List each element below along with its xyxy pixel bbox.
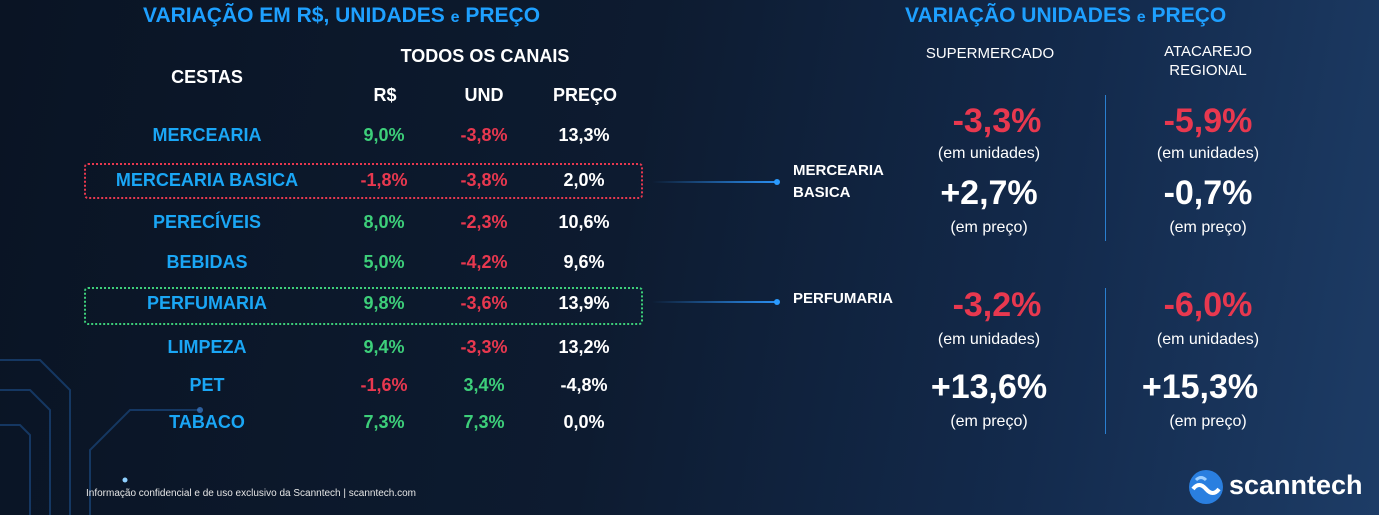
column-separator	[1105, 95, 1106, 241]
circuit-decoration	[0, 359, 203, 515]
category-label: BEBIDAS	[166, 252, 248, 272]
col-header-atacarejo-line1: ATACAREJO	[1164, 43, 1252, 60]
category-label: PERECÍVEIS	[152, 212, 262, 232]
connector-dot	[774, 299, 780, 305]
units-caption: (em unidades)	[1156, 331, 1260, 348]
col-header-atacarejo-line2: REGIONAL	[1169, 62, 1247, 79]
category-label: MERCEARIA BASICA	[115, 170, 299, 190]
col-header-rs: R$	[373, 85, 397, 105]
price-caption: (em preço)	[1169, 219, 1247, 236]
left-title: VARIAÇÃO EM R$, UNIDADES e PREÇO	[143, 4, 541, 27]
right-title: VARIAÇÃO UNIDADES e PREÇO	[905, 4, 1227, 27]
scanntech-logo-icon	[1189, 470, 1223, 504]
group-label-mercearia-basica: MERCEARIA BASICA	[793, 160, 884, 204]
highlight-box-perfumaria	[84, 287, 643, 325]
ataca-units-value: -6,0%	[1163, 286, 1253, 324]
rs-value: 8,0%	[363, 212, 405, 232]
und-value: 7,3%	[463, 412, 505, 432]
rs-value: 9,8%	[363, 293, 405, 313]
price-caption: (em preço)	[1169, 413, 1247, 430]
category-label: PERFUMARIA	[147, 293, 267, 313]
footer-disclaimer: Informação confidencial e de uso exclusi…	[86, 488, 417, 499]
und-value: -3,6%	[460, 293, 508, 313]
preco-value: 13,9%	[558, 293, 610, 313]
connector-line	[652, 181, 776, 183]
category-label: LIMPEZA	[167, 337, 247, 357]
rs-value: 7,3%	[363, 412, 405, 432]
preco-value: 0,0%	[563, 412, 605, 432]
super-units-value: -3,2%	[952, 286, 1042, 324]
und-value: -4,2%	[460, 252, 508, 272]
group-label-line2: BASICA	[793, 184, 851, 201]
und-value: -2,3%	[460, 212, 508, 232]
category-label: PET	[189, 375, 225, 395]
ataca-price-value: -0,7%	[1163, 174, 1253, 212]
rs-value: -1,8%	[360, 170, 408, 190]
und-value: -3,8%	[460, 125, 508, 145]
units-caption: (em unidades)	[937, 331, 1041, 348]
logo-text: scanntech	[1229, 470, 1363, 500]
rs-value: 5,0%	[363, 252, 405, 272]
preco-value: 13,2%	[558, 337, 610, 357]
highlight-box-mercearia-basica	[84, 163, 643, 199]
col-header-supermercado: SUPERMERCADO	[925, 45, 1055, 62]
ataca-units-value: -5,9%	[1163, 102, 1253, 140]
super-price-value: +2,7%	[940, 174, 1038, 212]
super-price-value: +13,6%	[930, 368, 1048, 406]
super-units-value: -3,3%	[952, 102, 1042, 140]
und-value: -3,3%	[460, 337, 508, 357]
group-label-perfumaria: PERFUMARIA	[793, 290, 893, 307]
category-label: MERCEARIA	[152, 125, 262, 145]
category-label: TABACO	[169, 412, 245, 432]
preco-value: 9,6%	[563, 252, 605, 272]
group-header: TODOS OS CANAIS	[400, 46, 570, 66]
preco-value: 13,3%	[558, 125, 610, 145]
col-header-und: UND	[464, 85, 504, 105]
units-caption: (em unidades)	[1156, 145, 1260, 162]
preco-value: 10,6%	[558, 212, 610, 232]
und-value: -3,8%	[460, 170, 508, 190]
row-header: CESTAS	[171, 67, 243, 87]
column-separator	[1105, 288, 1106, 434]
rs-value: -1,6%	[360, 375, 408, 395]
price-caption: (em preço)	[950, 219, 1028, 236]
connector-dot	[774, 179, 780, 185]
rs-value: 9,0%	[363, 125, 405, 145]
price-caption: (em preço)	[950, 413, 1028, 430]
group-label-line1: MERCEARIA	[793, 162, 884, 179]
col-header-preco: PREÇO	[552, 85, 617, 105]
col-header-atacarejo: ATACAREJO REGIONAL	[1108, 42, 1308, 80]
connector-line	[652, 301, 776, 303]
preco-value: 2,0%	[563, 170, 605, 190]
scanntech-logo: scanntech	[1188, 469, 1368, 505]
preco-value: -4,8%	[560, 375, 608, 395]
und-value: 3,4%	[463, 375, 505, 395]
rs-value: 9,4%	[363, 337, 405, 357]
units-caption: (em unidades)	[937, 145, 1041, 162]
ataca-price-value: +15,3%	[1141, 368, 1259, 406]
